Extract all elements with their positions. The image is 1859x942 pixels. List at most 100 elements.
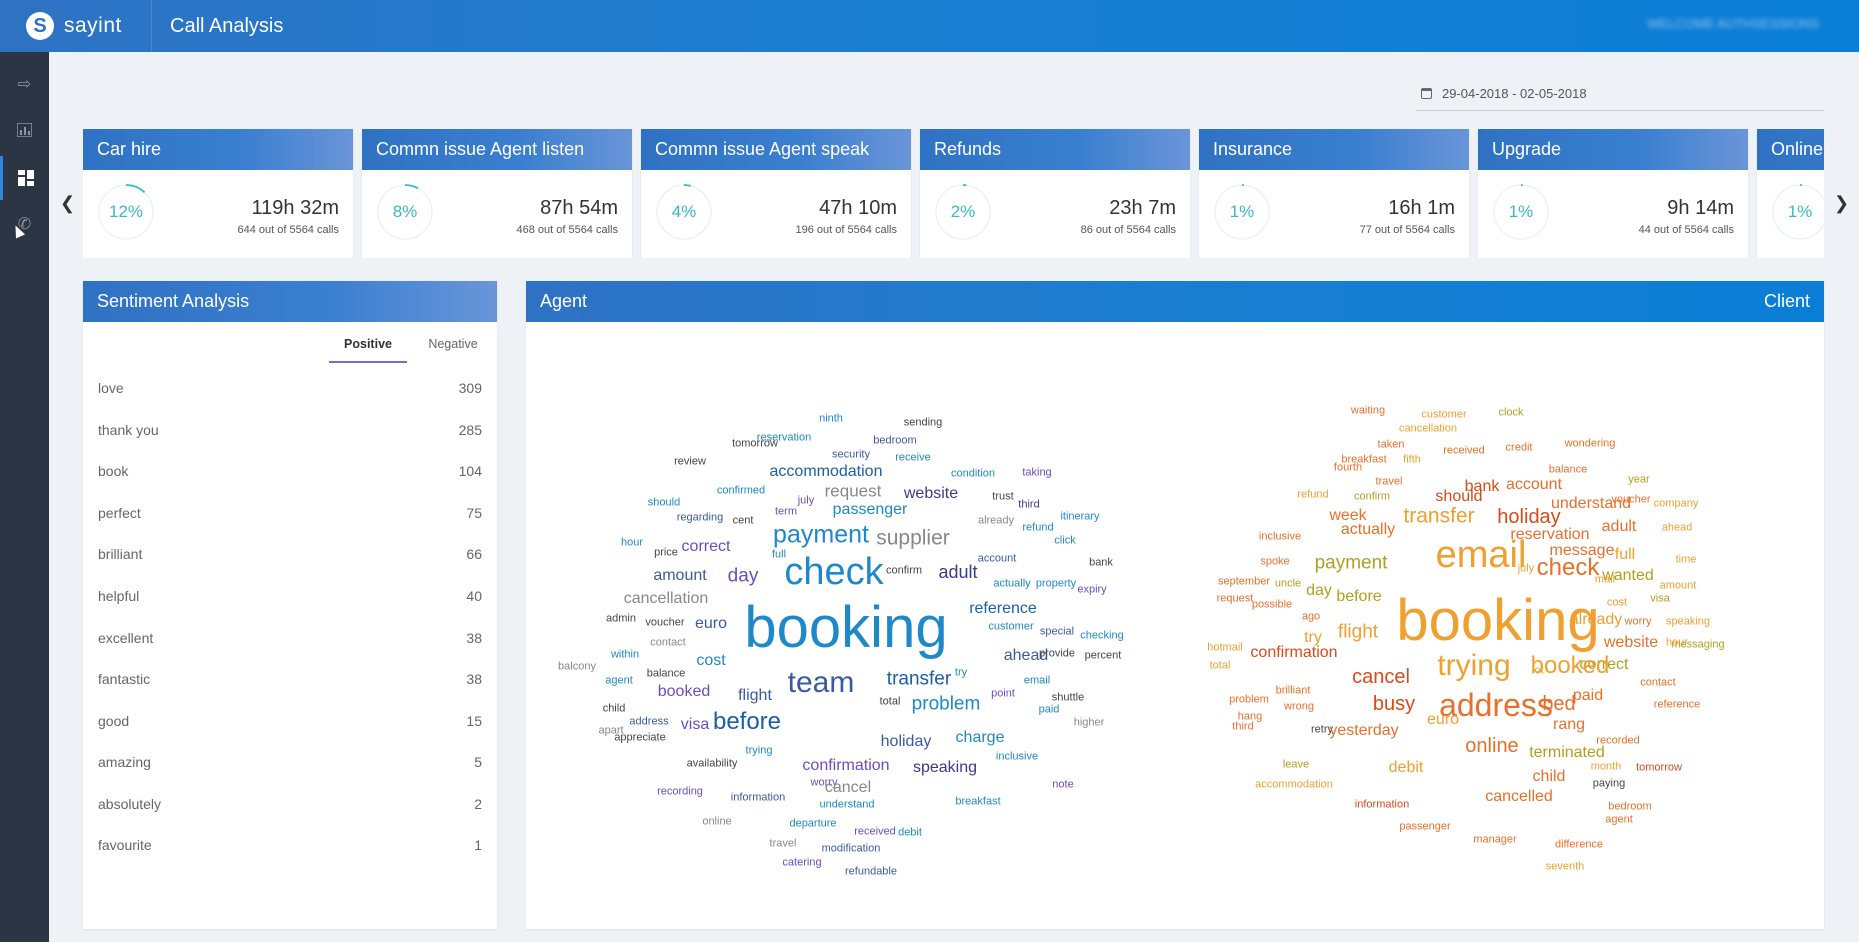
- agent-word: balcony: [558, 660, 596, 673]
- card-percent: 12%: [108, 202, 144, 221]
- topic-card[interactable]: Commn issue Agent speak 4% 47h 10m 196 o…: [641, 129, 911, 258]
- agent-word: address: [629, 715, 669, 728]
- logo[interactable]: S sayint: [0, 0, 152, 52]
- card-duration: 23h 7m: [1109, 197, 1176, 219]
- agent-word: contact: [650, 636, 686, 649]
- agent-word: online: [702, 815, 732, 828]
- list-item: excellent 38: [98, 630, 482, 652]
- client-word: understand: [1550, 495, 1632, 512]
- client-word: actually: [1340, 521, 1396, 538]
- agent-word: already: [977, 514, 1015, 527]
- agent-word: note: [1052, 778, 1074, 791]
- sentiment-count: 285: [458, 422, 482, 438]
- client-word: agent: [1605, 813, 1633, 826]
- client-word: reference: [1653, 698, 1701, 711]
- topic-cards: Car hire 12% 119h 32m 644 out of 5564 ca…: [83, 129, 1824, 258]
- agent-word: balance: [646, 667, 686, 680]
- dashboard-icon[interactable]: [0, 156, 49, 200]
- list-item: good 15: [98, 713, 482, 735]
- agent-word: speaking: [912, 759, 978, 776]
- collapse-icon[interactable]: ⇨: [17, 76, 32, 93]
- agent-word: admin: [606, 612, 636, 625]
- top-bar: S sayint Call Analysis WELCOME AUTHSESSI…: [0, 0, 1859, 52]
- client-word: cancelled: [1485, 788, 1553, 805]
- agent-word: recording: [657, 785, 703, 798]
- agent-word: inclusive: [995, 750, 1039, 763]
- carousel-prev-icon[interactable]: ❮: [60, 193, 76, 213]
- client-word: lot: [1532, 664, 1544, 677]
- bar-chart-icon[interactable]: [0, 108, 49, 152]
- word-cloud-header: Agent Client: [526, 281, 1824, 322]
- client-word: bed: [1542, 693, 1576, 715]
- agent-word: day: [727, 565, 759, 587]
- card-duration: 47h 10m: [819, 197, 897, 219]
- topic-card[interactable]: Upgrade 1% 9h 14m 44 out of 5564 calls: [1478, 129, 1748, 258]
- list-item: love 309: [98, 380, 482, 402]
- sentiment-count: 309: [458, 380, 482, 396]
- card-duration: 16h 1m: [1388, 197, 1455, 219]
- sentiment-term: brilliant: [98, 546, 143, 562]
- client-word: september: [1218, 575, 1270, 588]
- sentiment-term: good: [98, 713, 130, 729]
- list-item: amazing 5: [98, 754, 482, 776]
- topic-card[interactable]: Car hire 12% 119h 32m 644 out of 5564 ca…: [83, 129, 353, 258]
- agent-word: trying: [745, 744, 773, 757]
- tab-negative[interactable]: Negative: [428, 337, 478, 351]
- agent-word: problem: [911, 693, 981, 715]
- client-word: address: [1439, 687, 1553, 723]
- sentiment-panel: Sentiment Analysis Positive Negative lov…: [83, 281, 497, 929]
- client-word: child: [1532, 768, 1566, 785]
- agent-word: provide: [1038, 647, 1076, 660]
- agent-word: bank: [1089, 556, 1113, 569]
- agent-word: passenger: [832, 501, 908, 518]
- sentiment-term: helpful: [98, 588, 140, 604]
- client-word: problem: [1229, 693, 1269, 706]
- client-word: adult: [1601, 518, 1637, 535]
- sentiment-count: 38: [466, 671, 482, 687]
- client-word: wrong: [1284, 700, 1314, 713]
- agent-word: should: [647, 496, 681, 509]
- agent-word: amount: [653, 567, 707, 584]
- topic-card[interactable]: Insurance 1% 16h 1m 77 out of 5564 calls: [1199, 129, 1469, 258]
- agent-word: trust: [992, 490, 1014, 503]
- client-word: transfer: [1403, 504, 1475, 528]
- card-calls: 77 out of 5564 calls: [1359, 224, 1455, 236]
- tab-positive[interactable]: Positive: [329, 337, 407, 363]
- word-cloud-panel: Agent Client ninth sending reservation bedr…: [526, 281, 1824, 929]
- agent-word: review: [674, 455, 706, 468]
- agent-word: accommodation: [769, 463, 883, 480]
- client-word: uncle: [1274, 577, 1302, 590]
- client-word: euro: [1426, 711, 1460, 728]
- client-word: bedroom: [1608, 800, 1652, 813]
- agent-word: try: [954, 666, 968, 679]
- topic-card[interactable]: Online 1%: [1757, 129, 1824, 258]
- client-word: amount: [1659, 579, 1697, 592]
- carousel-next-icon[interactable]: ❯: [1834, 193, 1850, 213]
- client-word: should: [1435, 488, 1483, 505]
- topic-card[interactable]: Commn issue Agent listen 8% 87h 54m 468 …: [362, 129, 632, 258]
- date-range-picker[interactable]: 29-04-2018 - 02-05-2018: [1421, 86, 1587, 101]
- client-word: message: [1549, 542, 1615, 559]
- client-word: retry: [1311, 723, 1333, 736]
- client-label: Client: [1763, 291, 1810, 311]
- client-word: already: [1569, 611, 1623, 628]
- topic-card[interactable]: Refunds 2% 23h 7m 86 out of 5564 calls: [920, 129, 1190, 258]
- agent-word: term: [775, 505, 797, 518]
- agent-word: tomorrow: [732, 437, 778, 450]
- client-word: breakfast: [1341, 453, 1387, 466]
- sentiment-term: favourite: [98, 837, 152, 853]
- phone-icon[interactable]: ✆: [17, 216, 32, 233]
- agent-word: understand: [819, 798, 875, 811]
- client-word: hang: [1237, 710, 1263, 723]
- agent-word: check: [784, 551, 884, 593]
- agent-word: reservation: [756, 431, 812, 444]
- sentiment-tabs: Positive Negative: [329, 337, 499, 363]
- client-word: cancel: [1352, 666, 1410, 688]
- client-word: third: [1232, 720, 1254, 733]
- agent-word: refund: [1022, 521, 1054, 534]
- client-word: booking: [1396, 588, 1600, 653]
- agent-word: actually: [993, 577, 1031, 590]
- welcome-user-menu[interactable]: WELCOME AUTHSESSIONS: [1647, 16, 1819, 31]
- agent-word: total: [879, 695, 901, 708]
- agent-word: third: [1018, 498, 1040, 511]
